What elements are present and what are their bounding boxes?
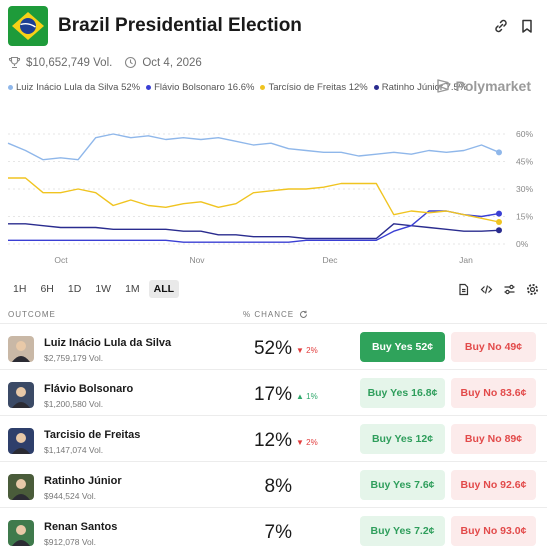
buy-no-button[interactable]: Buy No 49¢ [451,332,536,362]
buy-no-button[interactable]: Buy No 83.6¢ [451,378,536,408]
x-tick-label: Jan [459,255,473,265]
x-tick-label: Nov [189,255,205,265]
outcome-row[interactable]: Ratinho Júnior $944,524 Vol. 8% Buy Yes … [0,461,547,507]
buy-yes-button[interactable]: Buy Yes 7.2¢ [360,516,445,546]
time-range-selector: 1H 6H 1D 1W 1M ALL [8,280,180,298]
embed-code-icon[interactable] [480,283,493,296]
buy-yes-button[interactable]: Buy Yes 7.6¢ [360,470,445,500]
refresh-icon[interactable] [299,310,308,319]
legend-dot [260,85,266,90]
buy-yes-button[interactable]: Buy Yes 12¢ [360,424,445,454]
series-line [7,133,500,161]
candidate-avatar [8,382,34,408]
buy-yes-button[interactable]: Buy Yes 16.8¢ [360,378,445,408]
candidate-avatar [8,474,34,500]
y-tick-label: 15% [516,212,533,222]
candidate-avatar [8,336,34,362]
chance-percent: 17% [253,384,292,405]
buy-yes-button[interactable]: Buy Yes 52¢ [360,332,445,362]
chance-percent: 8% [264,476,292,497]
candidate-name[interactable]: Tarcisio de Freitas [44,429,141,441]
candidate-volume: $1,147,074 Vol. [44,445,104,455]
outcome-row[interactable]: Luiz Inácio Lula da Silva $2,759,179 Vol… [0,323,547,369]
clock-icon [124,56,137,69]
market-end-date: Oct 4, 2026 [142,56,202,69]
legend-item: Ratinho Júnior 7.5% [373,82,467,93]
polymarket-logo: Polymarket [435,78,531,94]
buy-no-button[interactable]: Buy No 89¢ [451,424,536,454]
page-title: Brazil Presidential Election [58,15,302,36]
candidate-avatar [8,520,34,546]
arrow-down-icon: ▼ [296,346,304,355]
chance-percent: 12% [253,430,292,451]
range-1w[interactable]: 1W [90,280,116,298]
market-header: Brazil Presidential Election [8,6,539,48]
legend-dot [373,85,379,90]
series-endpoint [496,210,502,217]
series-line [8,223,500,240]
y-tick-label: 45% [516,157,533,167]
chart-legend: Luiz Inácio Lula da Silva 52% Flávio Bol… [8,82,473,93]
market-meta: $10,652,749 Vol. Oct 4, 2026 [8,56,202,69]
series-endpoint [496,219,502,225]
sliders-icon[interactable] [503,283,516,296]
brazil-flag-icon [8,6,48,46]
series-endpoint [496,149,502,156]
outcome-column-header: OUTCOME [8,310,56,319]
candidate-avatar [8,428,34,454]
candidate-volume: $1,200,580 Vol. [44,399,104,409]
candidate-name[interactable]: Renan Santos [44,521,118,533]
bookmark-icon[interactable] [519,18,535,34]
range-1d[interactable]: 1D [63,280,86,298]
series-line [8,177,500,223]
arrow-down-icon: ▼ [296,438,304,447]
document-icon[interactable] [457,283,470,296]
candidate-volume: $2,759,179 Vol. [44,353,104,363]
legend-item: Luiz Inácio Lula da Silva 52% [8,82,140,93]
change-indicator: ▲ 1% [296,392,318,401]
outcome-row[interactable]: Renan Santos $912,078 Vol. 7% Buy Yes 7.… [0,507,547,551]
range-6h[interactable]: 6H [35,280,58,298]
chance-column-header: % CHANCE [243,310,308,319]
arrow-up-icon: ▲ [296,392,304,401]
series-line [8,210,500,243]
buy-no-button[interactable]: Buy No 93.0¢ [451,516,536,546]
candidate-volume: $912,078 Vol. [44,537,96,547]
y-tick-label: 0% [516,239,529,249]
legend-item: Flávio Bolsonaro 16.6% [146,82,254,93]
x-tick-label: Dec [322,255,338,265]
legend-dot [8,85,13,90]
range-1h[interactable]: 1H [8,280,31,298]
candidate-name[interactable]: Ratinho Júnior [44,475,122,487]
chance-percent: 7% [264,522,292,543]
y-tick-label: 30% [516,184,533,194]
price-history-chart: 60% 45% 30% 15% 0% Oct Nov Dec Jan [7,129,533,265]
chart-tools [457,283,539,296]
legend-dot [146,85,152,90]
y-tick-label: 60% [516,129,533,139]
candidate-name[interactable]: Flávio Bolsonaro [44,383,134,395]
link-icon[interactable] [493,18,509,34]
legend-item: Tarcísio de Freitas 12% [260,82,368,93]
trophy-icon [8,56,21,69]
buy-no-button[interactable]: Buy No 92.6¢ [451,470,536,500]
market-volume: $10,652,749 Vol. [26,56,113,69]
chance-percent: 52% [253,338,292,359]
x-tick-label: Oct [54,255,68,265]
candidate-volume: $944,524 Vol. [44,491,96,501]
outcome-row[interactable]: Flávio Bolsonaro $1,200,580 Vol. 17% ▲ 1… [0,369,547,415]
series-endpoint [496,227,502,234]
gear-icon[interactable] [526,283,539,296]
change-indicator: ▼ 2% [296,346,318,355]
polymarket-icon [436,79,449,93]
range-1m[interactable]: 1M [120,280,145,298]
outcome-row[interactable]: Tarcisio de Freitas $1,147,074 Vol. 12% … [0,415,547,461]
change-indicator: ▼ 2% [296,438,318,447]
candidate-name[interactable]: Luiz Inácio Lula da Silva [44,337,172,349]
range-all[interactable]: ALL [148,280,180,298]
outcomes-table: Luiz Inácio Lula da Silva $2,759,179 Vol… [0,323,547,551]
